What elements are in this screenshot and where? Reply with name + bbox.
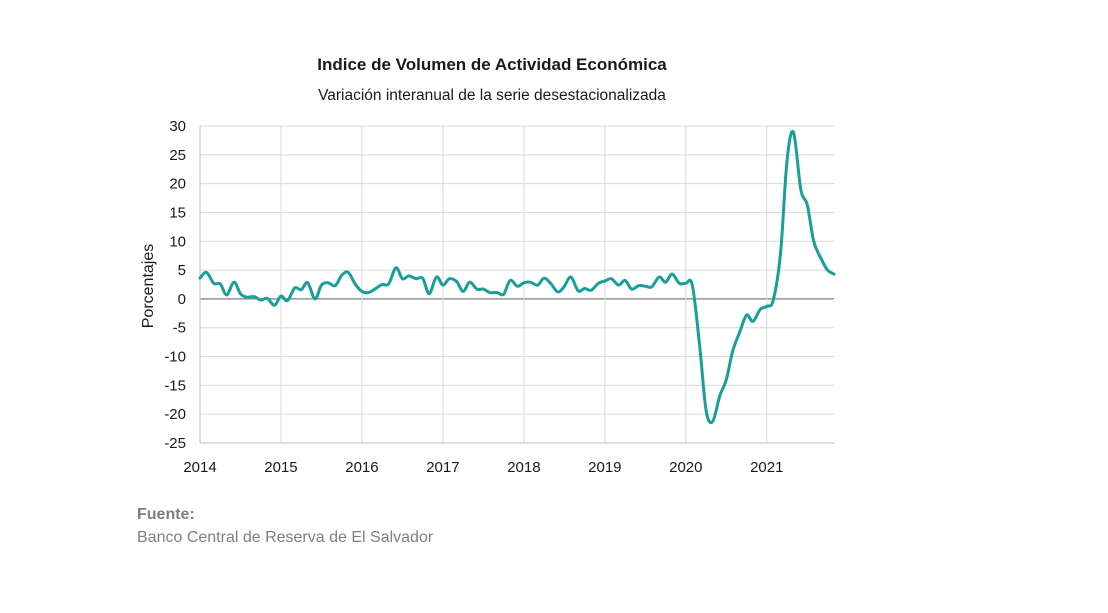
chart-title: Indice de Volumen de Actividad Económica (317, 55, 667, 74)
y-tick-label: 25 (169, 147, 186, 164)
x-tick-label: 2016 (345, 459, 378, 476)
y-tick-label: -5 (173, 320, 186, 337)
y-tick-label: -10 (164, 349, 186, 366)
y-tick-label: 20 (169, 176, 186, 193)
y-tick-label: 15 (169, 204, 186, 221)
x-tick-label: 2017 (426, 459, 459, 476)
y-tick-label: 0 (178, 291, 186, 308)
x-axis: 2014 2015 2016 2017 2018 2019 2020 2021 (183, 442, 834, 476)
y-tick-label: -15 (164, 377, 186, 394)
x-tick-label: 2021 (750, 459, 783, 476)
source-title: Fuente: (137, 506, 195, 523)
chart-subtitle: Variación interanual de la serie desesta… (318, 87, 666, 104)
x-tick-label: 2018 (507, 459, 540, 476)
y-axis-label: Porcentajes (140, 244, 157, 329)
y-axis: 30 25 20 15 10 5 0 -5 -10 -15 -20 -25 (164, 118, 201, 452)
source-text: Banco Central de Reserva de El Salvador (137, 529, 434, 546)
y-tick-label: 30 (169, 118, 186, 135)
y-tick-label: -20 (164, 406, 186, 423)
y-tick-label: -25 (164, 435, 186, 452)
x-tick-label: 2015 (264, 459, 297, 476)
x-tick-label: 2020 (669, 459, 702, 476)
x-tick-label: 2014 (183, 459, 216, 476)
gridlines (199, 125, 834, 444)
series-layer (198, 129, 836, 425)
x-tick-label: 2019 (588, 459, 621, 476)
y-tick-label: 10 (169, 233, 186, 250)
series-line-0 (198, 129, 836, 425)
y-tick-label: 5 (178, 262, 186, 279)
